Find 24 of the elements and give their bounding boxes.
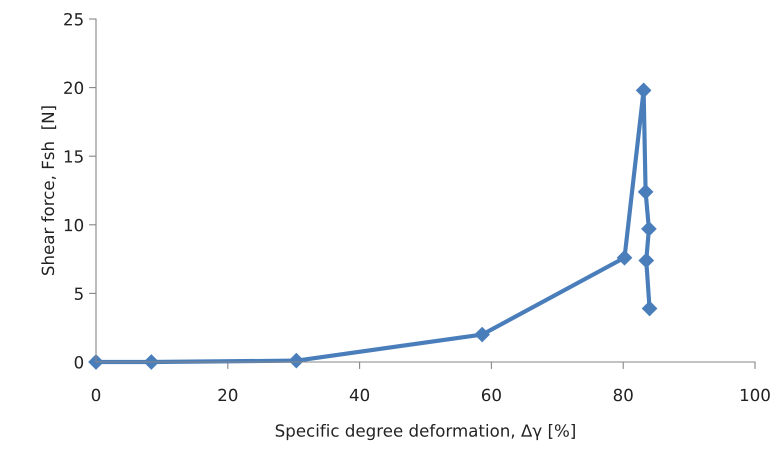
- y-tick-label: 5: [74, 288, 83, 300]
- y-tick-label: 20: [64, 82, 84, 94]
- y-tick-label: 10: [64, 218, 84, 232]
- point: [616, 250, 632, 266]
- point: [474, 326, 490, 342]
- y-tick-label: 15: [64, 150, 83, 163]
- y-tick-label: 0: [74, 356, 84, 369]
- point: [642, 300, 658, 316]
- x-axis-title: Specific degree deformation, Δγ [%]: [276, 424, 575, 440]
- x-tick-label: 20: [218, 388, 238, 402]
- y-tick-label: 25: [64, 12, 83, 26]
- point: [638, 184, 654, 200]
- x-tick-label: 100: [740, 388, 770, 402]
- point: [638, 252, 654, 268]
- x-tick-label: 80: [614, 388, 633, 402]
- point: [641, 221, 656, 236]
- point: [144, 354, 159, 370]
- x-tick-label: 60: [482, 388, 501, 402]
- y-axis-title: Shear force, Fsh [N]: [41, 106, 56, 276]
- point: [636, 82, 652, 98]
- point: [88, 354, 104, 370]
- point: [288, 353, 304, 368]
- x-tick-label: 0: [92, 388, 100, 402]
- x-tick-label: 40: [350, 388, 370, 402]
